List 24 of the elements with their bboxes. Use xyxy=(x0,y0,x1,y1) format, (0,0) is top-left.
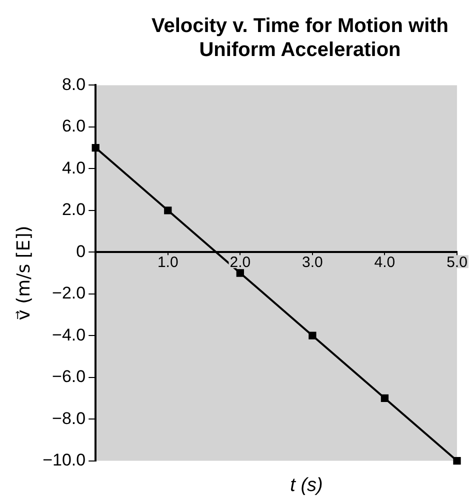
point xyxy=(453,456,461,465)
y-tick-label: −2.0 xyxy=(52,284,86,303)
y-tick-label: −6.0 xyxy=(52,367,86,386)
chart-title: Velocity v. Time for Motion with Uniform Acceleration xyxy=(150,14,450,63)
y-tick-label: −10.0 xyxy=(42,450,86,470)
y-tick-label: −4.0 xyxy=(52,325,86,344)
point xyxy=(236,269,244,277)
x-axis-title: t (s) xyxy=(289,474,324,498)
x-tick-label: 2.0 xyxy=(230,254,251,271)
x-tick-label: 4.0 xyxy=(374,254,396,271)
y-tick-label: 2.0 xyxy=(62,200,86,220)
y-tick-label: 6.0 xyxy=(62,116,86,136)
y-tick-label: −8.0 xyxy=(52,408,86,428)
point xyxy=(308,332,316,340)
x-tick-label: 5.0 xyxy=(446,254,468,271)
x-tick-label: 3.0 xyxy=(302,254,323,271)
point xyxy=(164,206,172,214)
y-axis-title: v⃗ (m/s [E]) xyxy=(13,226,34,320)
x-tick-label: 1.0 xyxy=(157,254,178,271)
y-tick-label: 4.0 xyxy=(62,158,86,178)
y-tick-label: 8.0 xyxy=(62,74,86,94)
y-tick-label: 0 xyxy=(76,242,86,261)
point xyxy=(92,144,100,152)
point xyxy=(380,394,389,402)
